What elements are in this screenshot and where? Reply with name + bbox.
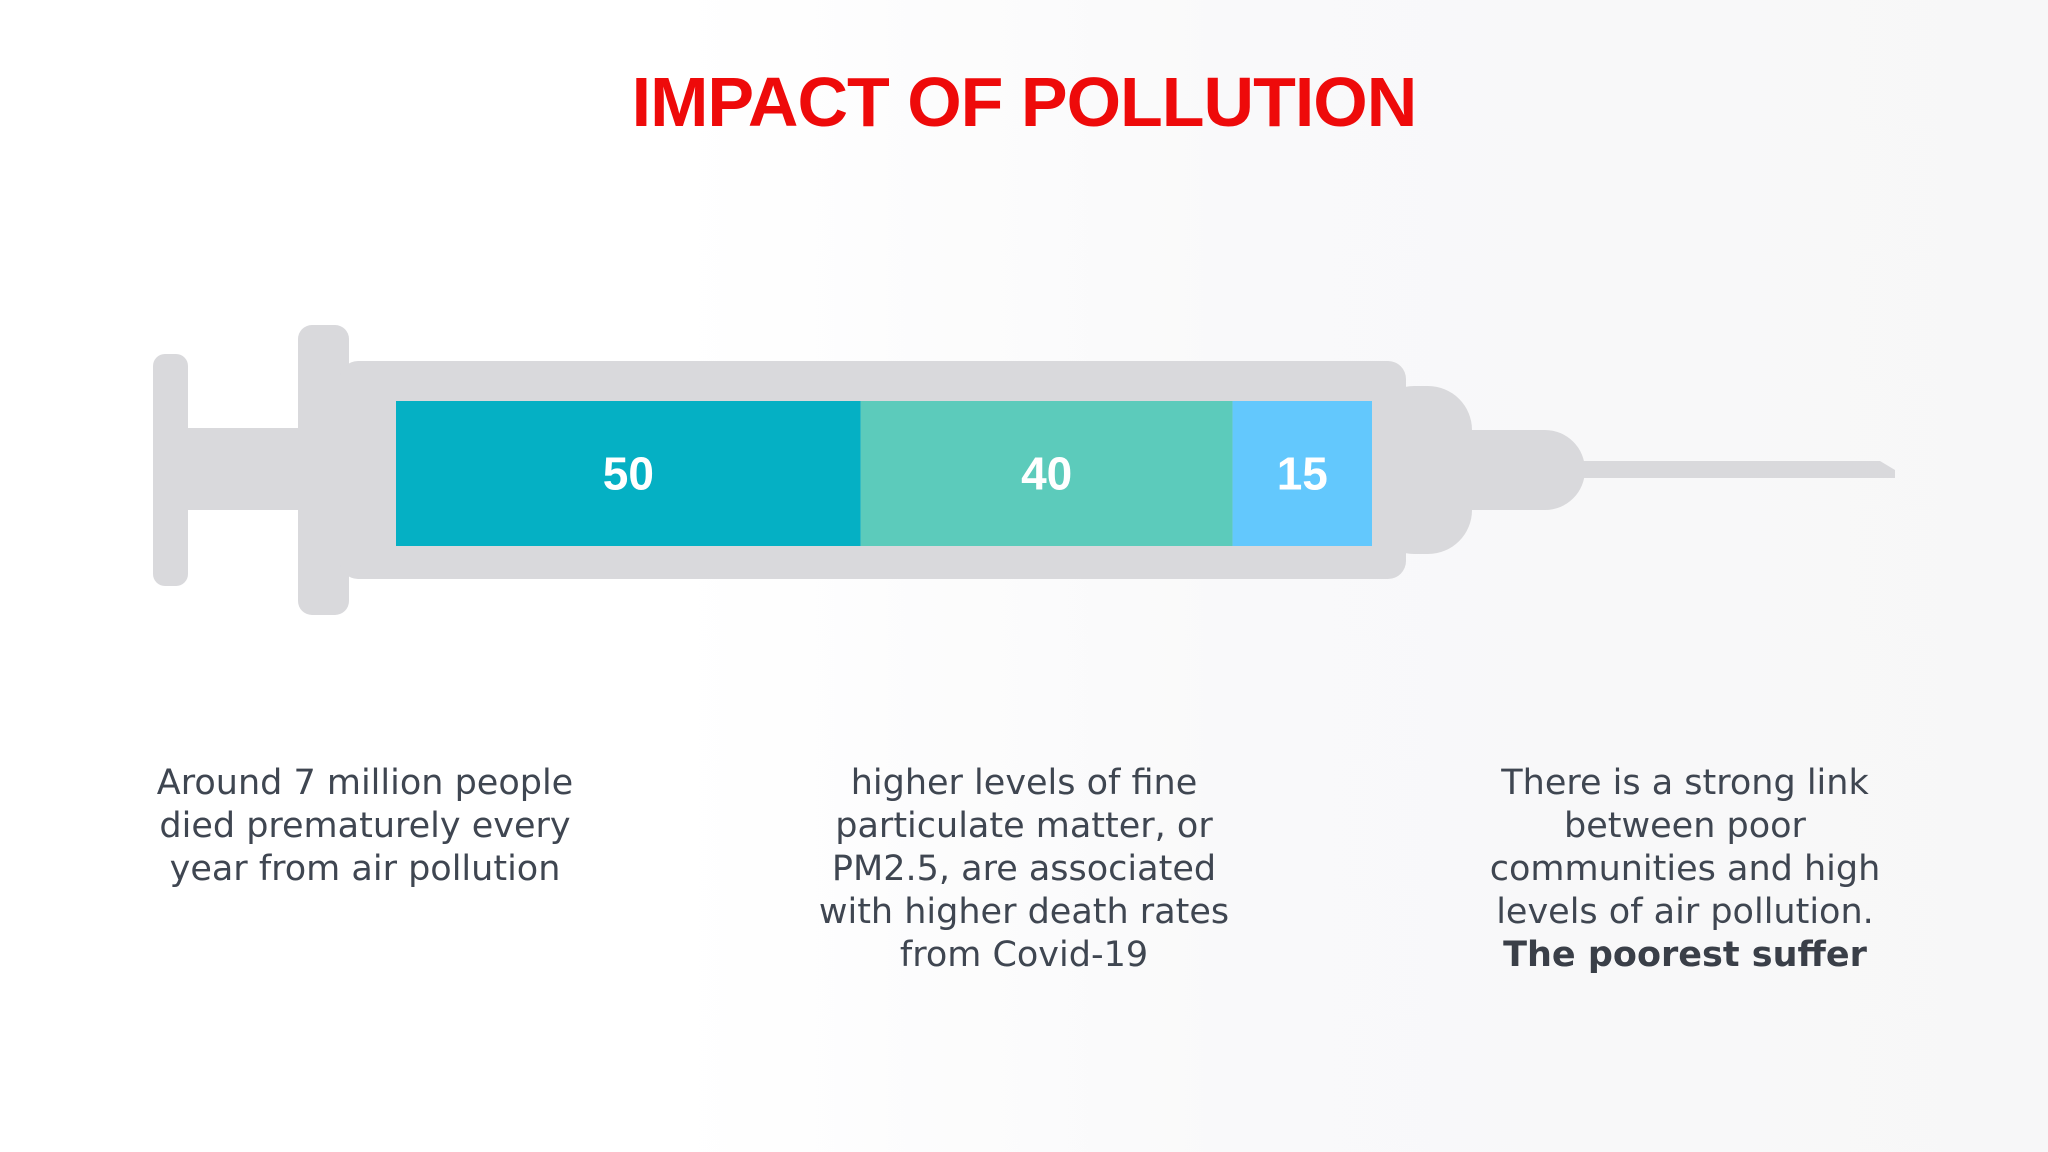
bar-segment-2 [860,401,1233,546]
caption-3: There is a strong link between poor comm… [1455,762,1915,977]
barrel-tip [1370,386,1472,554]
needle [1570,461,1895,478]
bar-segment-1 [396,401,861,546]
stacked-bar: 50 40 15 [396,401,1372,546]
plunger-rod [185,428,303,510]
needle-hub [1455,430,1585,510]
caption-3-emphasis: The poorest suffer [1503,935,1867,975]
finger-flange [298,325,349,615]
caption-1: Around 7 million people died prematurely… [156,763,574,889]
caption-3-text: There is a strong link between poor comm… [1489,763,1881,932]
page-title: IMPACT OF POLLUTION [631,63,1418,141]
bar-segment-3 [1232,401,1372,546]
bar-segment-1-label: 50 [603,448,654,500]
caption-2: higher levels of fine particulate matter… [818,763,1230,975]
plunger-thumb-rest [153,354,188,586]
bar-segment-3-label: 15 [1277,448,1328,500]
bar-segment-2-label: 40 [1021,448,1072,500]
